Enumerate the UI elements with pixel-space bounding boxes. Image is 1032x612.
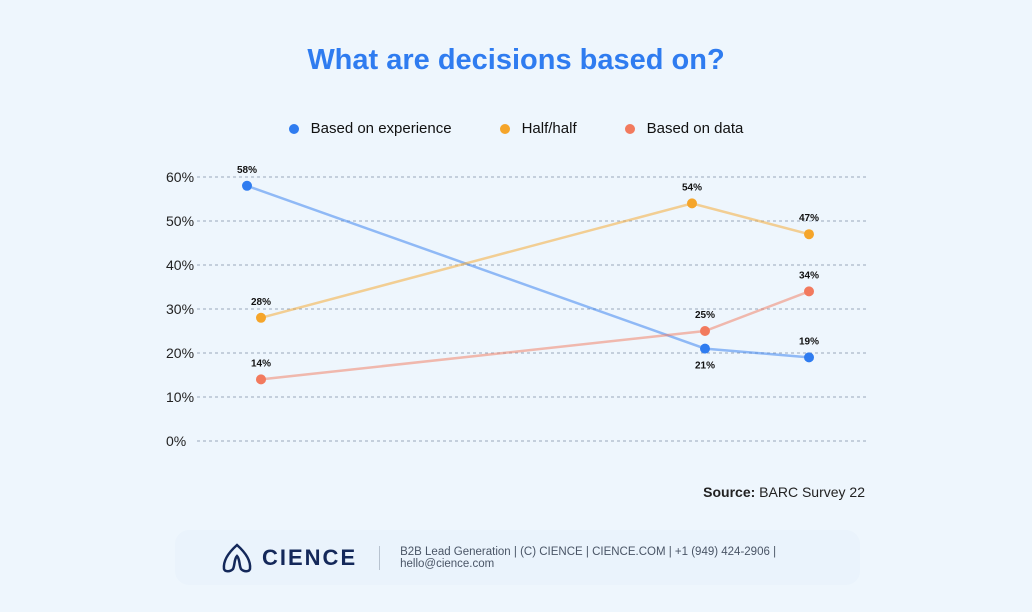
data-label: 21% xyxy=(695,361,715,372)
legend: Based on experience Half/half Based on d… xyxy=(0,120,1032,137)
data-point xyxy=(687,198,697,209)
y-tick-label: 50% xyxy=(166,213,194,229)
series-line xyxy=(260,290,810,381)
logo-text: CIENCE xyxy=(262,544,358,570)
footer-text: B2B Lead Generation | (C) CIENCE | CIENC… xyxy=(400,545,777,570)
legend-label: Based on data xyxy=(646,120,744,137)
data-point xyxy=(804,352,814,363)
y-tick-label: 40% xyxy=(166,257,194,273)
source-label: Source: xyxy=(703,484,756,500)
y-tick-label: 10% xyxy=(166,389,194,405)
data-point xyxy=(700,326,710,336)
data-label: 14% xyxy=(251,358,271,369)
data-point xyxy=(804,286,814,297)
data-label: 54% xyxy=(682,182,702,193)
cience-logo: CIENCE xyxy=(220,542,358,573)
source-text: BARC Survey 22 xyxy=(759,484,865,500)
legend-dot xyxy=(624,123,635,134)
source-note: Source: BARC Survey 22 xyxy=(703,484,865,500)
y-tick-label: 0% xyxy=(166,433,186,449)
footer-bar: CIENCE B2B Lead Generation | (C) CIENCE … xyxy=(175,530,860,585)
cience-logo-icon xyxy=(222,542,252,572)
data-label: 25% xyxy=(695,310,715,321)
data-point xyxy=(256,374,266,385)
data-label: 34% xyxy=(799,270,819,281)
y-tick-label: 20% xyxy=(166,345,194,361)
data-label: 47% xyxy=(799,213,819,224)
data-point xyxy=(804,229,814,240)
chart-title: What are decisions based on? xyxy=(307,44,725,76)
y-tick-label: 60% xyxy=(166,169,194,185)
data-point xyxy=(700,343,710,354)
legend-label: Based on experience xyxy=(310,120,452,137)
data-point xyxy=(242,180,252,191)
legend-dot xyxy=(499,123,510,134)
data-label: 58% xyxy=(237,165,257,176)
legend-dot xyxy=(288,123,299,134)
legend-item-data: Based on data xyxy=(624,120,744,137)
legend-item-half: Half/half xyxy=(499,120,577,137)
divider xyxy=(379,545,381,570)
data-label: 19% xyxy=(799,336,819,347)
legend-label: Half/half xyxy=(521,120,577,137)
y-tick-label: 30% xyxy=(166,301,194,317)
legend-item-experience: Based on experience xyxy=(288,120,452,137)
data-label: 28% xyxy=(251,297,271,308)
data-point xyxy=(256,312,266,323)
